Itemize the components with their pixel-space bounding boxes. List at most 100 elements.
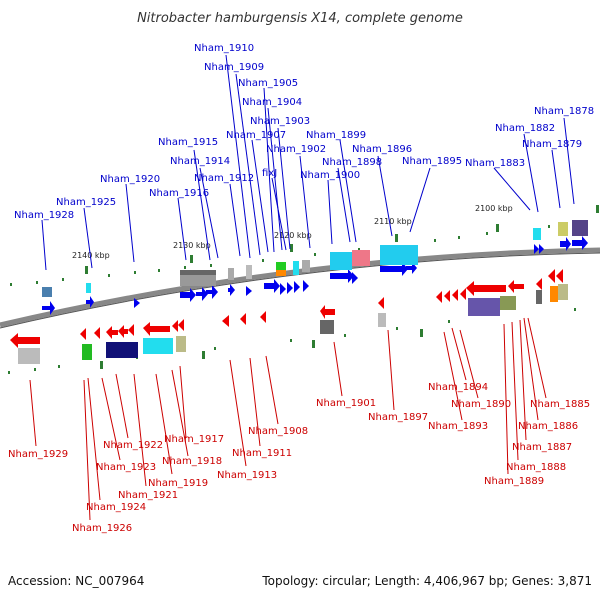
gene-arrow[interactable]: [380, 262, 408, 276]
map-title: Nitrobacter hamburgensis X14, complete g…: [137, 11, 463, 26]
reverse-strand-genes: [10, 269, 563, 348]
gene-arrow[interactable]: [320, 305, 335, 319]
gene-label[interactable]: Nham_1928: [14, 210, 74, 221]
gene-label[interactable]: Nham_1922: [103, 440, 163, 451]
gene-label[interactable]: fixJ: [262, 168, 277, 179]
gene-label[interactable]: Nham_1882: [495, 123, 555, 134]
gene-label[interactable]: Nham_1914: [170, 156, 230, 167]
gene-label[interactable]: Nham_1905: [238, 78, 298, 89]
gene-arrow[interactable]: [536, 278, 542, 290]
topology-label: Topology: circular; Length: 4,406,967 bp…: [262, 574, 592, 588]
gene-label[interactable]: Nham_1898: [322, 157, 382, 168]
gene-arrow[interactable]: [260, 311, 266, 323]
gene-arrow[interactable]: [42, 301, 55, 315]
gene-arrow[interactable]: [196, 287, 208, 301]
gene-label[interactable]: Nham_1909: [204, 62, 264, 73]
gene-label[interactable]: Nham_1900: [300, 170, 360, 181]
gene-label[interactable]: Nham_1886: [518, 421, 578, 432]
gene-label[interactable]: Nham_1890: [451, 399, 511, 410]
gene-arrow[interactable]: [572, 236, 588, 250]
gene-arrow[interactable]: [466, 281, 506, 296]
scale-dots: [8, 221, 576, 374]
gene-label[interactable]: Nham_1883: [465, 158, 525, 169]
gene-label[interactable]: Nham_1911: [232, 448, 292, 459]
gene-label[interactable]: Nham_1925: [56, 197, 116, 208]
gene-arrow[interactable]: [294, 281, 300, 293]
gene-label[interactable]: Nham_1904: [242, 97, 302, 108]
gene-arrow[interactable]: [118, 325, 128, 338]
gene-label[interactable]: Nham_1918: [162, 456, 222, 467]
gene-arrow[interactable]: [352, 272, 358, 284]
gene-label[interactable]: Nham_1897: [368, 412, 428, 423]
gene-label[interactable]: Nham_1917: [164, 434, 224, 445]
gene-label[interactable]: Nham_1901: [316, 398, 376, 409]
gene-arrow[interactable]: [128, 324, 134, 336]
gene-arrow[interactable]: [178, 319, 184, 331]
gene-label[interactable]: Nham_1926: [72, 523, 132, 534]
gene-label[interactable]: Nham_1920: [100, 174, 160, 185]
gene-label[interactable]: Nham_1899: [306, 130, 366, 141]
gene-arrow[interactable]: [94, 327, 100, 339]
gene-label[interactable]: Nham_1887: [512, 442, 572, 453]
gene-arrow[interactable]: [548, 269, 555, 283]
scale-ticks: [85, 205, 599, 369]
gene-label[interactable]: Nham_1885: [530, 399, 590, 410]
gene-arrow[interactable]: [246, 286, 252, 296]
gene-arrow[interactable]: [10, 333, 40, 348]
gene-arrow[interactable]: [264, 279, 280, 293]
gene-label[interactable]: Nham_1923: [96, 462, 156, 473]
gene-arrow[interactable]: [222, 315, 229, 327]
gene-arrow[interactable]: [180, 288, 196, 302]
gene-arrow[interactable]: [460, 288, 466, 300]
gene-arrow[interactable]: [330, 269, 354, 283]
gene-label[interactable]: Nham_1888: [506, 462, 566, 473]
gene-arrow[interactable]: [143, 322, 170, 336]
gene-label[interactable]: Nham_1913: [217, 470, 277, 481]
gene-arrow[interactable]: [240, 313, 246, 325]
gene-label[interactable]: Nham_1907: [226, 130, 286, 141]
gene-label[interactable]: Nham_1929: [8, 449, 68, 460]
gene-arrow[interactable]: [378, 297, 384, 309]
gene-arrow[interactable]: [556, 269, 563, 283]
gene-arrow[interactable]: [444, 290, 450, 302]
gene-label[interactable]: Nham_1916: [149, 188, 209, 199]
gene-label[interactable]: Nham_1895: [402, 156, 462, 167]
gene-arrow[interactable]: [303, 280, 309, 292]
gene-arrow[interactable]: [106, 326, 118, 339]
gene-label[interactable]: Nham_1921: [118, 490, 178, 501]
scale-label-2140: 2140 kbp: [72, 251, 110, 260]
gene-label[interactable]: Nham_1894: [428, 382, 488, 393]
gene-arrow[interactable]: [436, 291, 442, 303]
gene-label[interactable]: Nham_1912: [194, 173, 254, 184]
gene-arrow[interactable]: [539, 244, 544, 254]
gene-arrow[interactable]: [206, 285, 218, 299]
gene-arrow[interactable]: [452, 289, 458, 301]
upper-gene-labels: Nham_1910 Nham_1909 Nham_1905 Nham_1904 …: [14, 43, 594, 221]
gene-label[interactable]: Nham_1878: [534, 106, 594, 117]
gene-label[interactable]: Nham_1924: [86, 502, 146, 513]
scale-label-2130: 2130 kbp: [173, 241, 211, 250]
gene-arrow[interactable]: [228, 284, 235, 296]
gene-arrow[interactable]: [86, 296, 94, 308]
gene-label[interactable]: Nham_1893: [428, 421, 488, 432]
feature-boxes: [18, 220, 588, 364]
gene-arrow[interactable]: [134, 298, 140, 308]
gene-arrow[interactable]: [80, 328, 86, 340]
gene-arrow[interactable]: [287, 282, 293, 294]
gene-label[interactable]: Nham_1879: [522, 139, 582, 150]
gene-label[interactable]: Nham_1908: [248, 426, 308, 437]
gene-arrow[interactable]: [280, 283, 286, 295]
gene-label[interactable]: Nham_1902: [266, 144, 326, 155]
gene-arrow[interactable]: [534, 244, 539, 254]
scale-label-2120: 2120 kbp: [274, 231, 312, 240]
gene-label[interactable]: Nham_1903: [250, 116, 310, 127]
gene-label[interactable]: Nham_1910: [194, 43, 254, 54]
gene-label[interactable]: Nham_1896: [352, 144, 412, 155]
gene-arrow[interactable]: [508, 280, 524, 293]
gene-arrow[interactable]: [172, 320, 178, 332]
gene-label[interactable]: Nham_1889: [484, 476, 544, 487]
gene-arrow[interactable]: [560, 237, 571, 251]
gene-label[interactable]: Nham_1919: [148, 478, 208, 489]
accession-label: Accession: NC_007964: [8, 574, 145, 588]
gene-label[interactable]: Nham_1915: [158, 137, 218, 148]
